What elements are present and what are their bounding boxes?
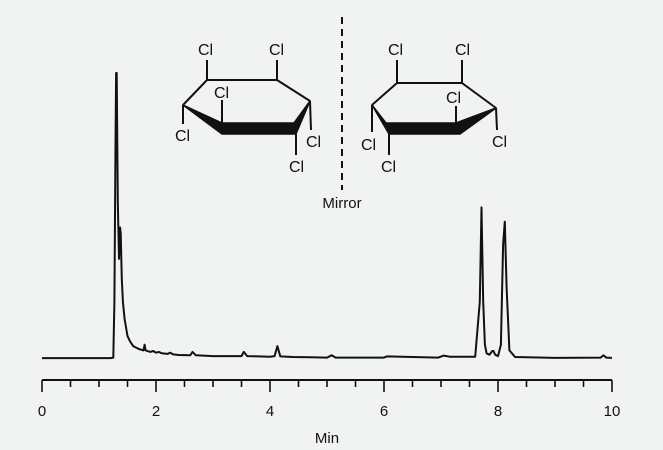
x-axis: 0 2 4 6 8 10 [38,379,621,420]
cl-atom-label: Cl [214,85,229,102]
x-tick-label: 8 [494,403,502,420]
x-tick-label: 10 [604,403,621,420]
x-tick-label: 4 [266,403,274,420]
right-ring-bold-face [371,104,497,135]
cl-atom-label: Cl [175,128,190,145]
x-tick-label: 0 [38,403,46,420]
chlorine-labels: Cl Cl Cl Cl Cl Cl Cl Cl Cl Cl Cl Cl [175,42,507,176]
cl-atom-label: Cl [289,159,304,176]
cl-atom-label: Cl [492,134,507,151]
left-molecule [182,60,312,155]
mirror-label: Mirror [322,195,361,212]
x-tick-label: 2 [152,403,160,420]
cl-atom-label: Cl [198,42,213,59]
cl-atom-label: Cl [455,42,470,59]
chromatogram-trace [42,72,613,360]
cl-atom-label: Cl [269,42,284,59]
cl-atom-label: Cl [381,159,396,176]
cl-atom-label: Cl [388,42,403,59]
cl-atom-label: Cl [306,134,321,151]
cl-atom-label: Cl [446,90,461,107]
left-ring-bold-face [182,100,311,135]
cl-atom-label: Cl [361,137,376,154]
right-molecule [371,60,498,155]
x-tick-label: 6 [380,403,388,420]
x-axis-label: Min [315,430,339,447]
